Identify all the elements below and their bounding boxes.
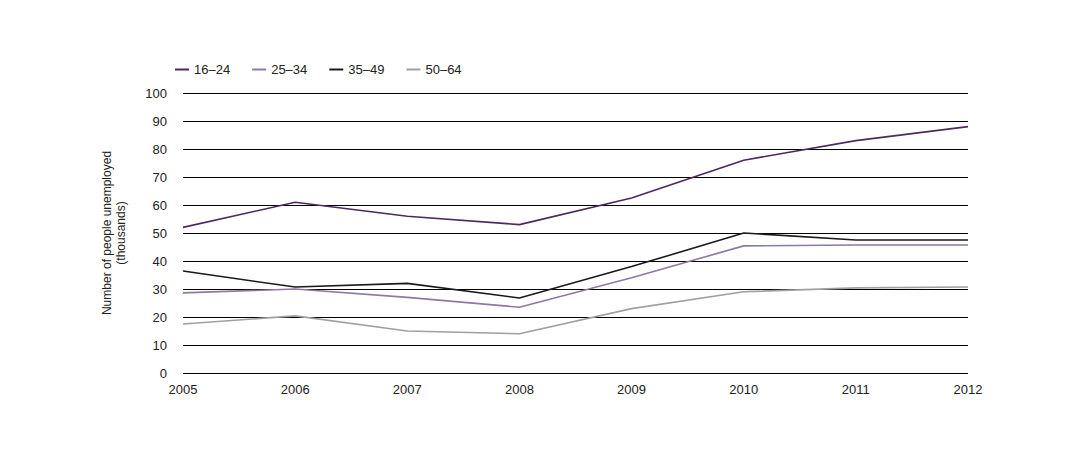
svg-text:35–49: 35–49 <box>348 62 384 77</box>
svg-text:25–34: 25–34 <box>271 62 307 77</box>
svg-text:2011: 2011 <box>842 382 870 397</box>
svg-text:10: 10 <box>153 338 167 353</box>
svg-text:80: 80 <box>153 142 167 157</box>
svg-text:16–24: 16–24 <box>194 62 230 77</box>
svg-text:60: 60 <box>153 198 167 213</box>
svg-text:Number of people unemployed: Number of people unemployed <box>100 151 114 315</box>
svg-text:90: 90 <box>153 114 167 129</box>
svg-text:(thousands): (thousands) <box>114 201 128 264</box>
svg-text:2008: 2008 <box>505 382 534 397</box>
svg-text:20: 20 <box>153 310 167 325</box>
svg-text:50: 50 <box>153 226 167 241</box>
svg-text:70: 70 <box>153 170 167 185</box>
svg-text:2010: 2010 <box>729 382 758 397</box>
svg-text:2012: 2012 <box>954 382 983 397</box>
svg-text:2007: 2007 <box>393 382 422 397</box>
svg-text:30: 30 <box>153 282 167 297</box>
svg-text:0: 0 <box>160 366 167 381</box>
svg-text:50–64: 50–64 <box>425 62 461 77</box>
svg-text:2005: 2005 <box>169 382 198 397</box>
svg-text:2009: 2009 <box>617 382 646 397</box>
svg-text:100: 100 <box>145 86 167 101</box>
svg-text:40: 40 <box>153 254 167 269</box>
svg-text:2006: 2006 <box>281 382 310 397</box>
